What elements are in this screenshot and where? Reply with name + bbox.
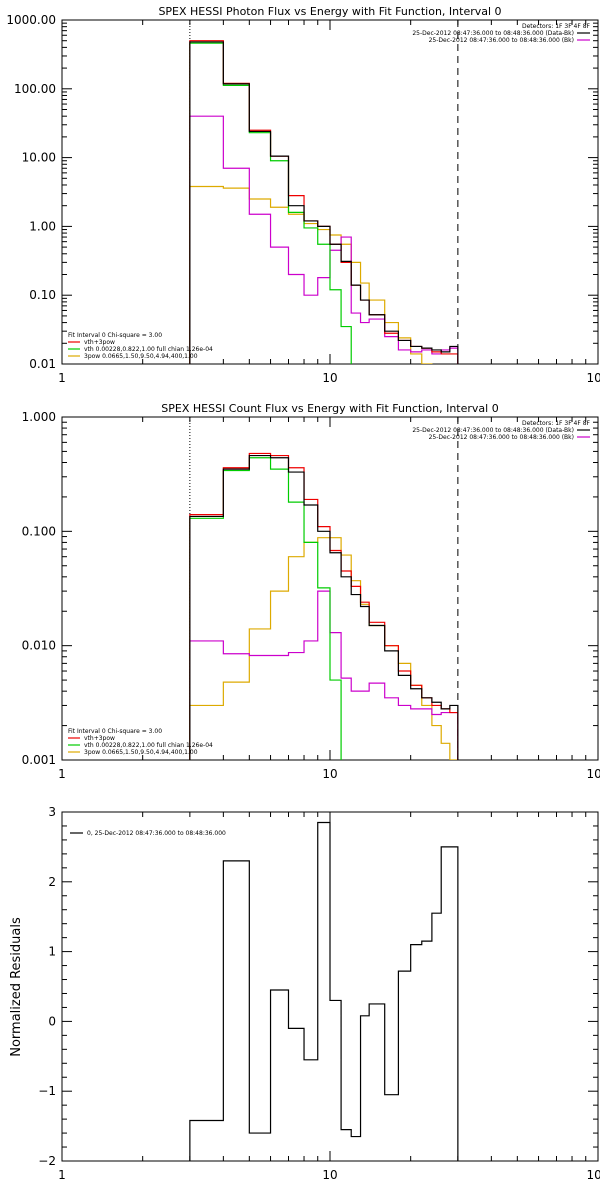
legend-entry-bottom: vth 0.00228,0.822,1.00 full chian 1.26e-… — [84, 346, 213, 353]
y-tick-label: 0.100 — [22, 524, 56, 538]
x-tick-label: 100 — [587, 1168, 600, 1182]
series-line — [189, 185, 433, 364]
legend-entry-residuals: 0, 25-Dec-2012 08:47:36.000 to 08:48:36.… — [87, 830, 226, 837]
legend-entry-bottom: 3pow 0.0665,1.50,9.50,4.94,400,1.00 — [84, 749, 198, 756]
x-tick-label: 100 — [587, 767, 600, 781]
series-line — [189, 41, 459, 364]
series-line — [189, 452, 459, 760]
x-tick-label: 10 — [322, 371, 337, 385]
x-tick-label: 1 — [58, 1168, 66, 1182]
series-line — [189, 115, 459, 364]
residuals-panel: Normalized Residuals 1 10 100 −2 −1 0 1 2 3 0, 25… — [9, 805, 600, 1182]
series-line — [189, 537, 459, 760]
legend-entry-bottom: vth+3pow — [84, 735, 115, 742]
y-tick-label: 0.01 — [29, 357, 56, 371]
count-flux-panel: SPEX HESSI Count Flux vs Energy with Fit… — [22, 402, 600, 781]
y-tick-label: 0.001 — [22, 753, 56, 767]
legend-entry-top: Detectors: 1F 3F 4F 8F — [522, 420, 591, 427]
x-tick-label: 100 — [587, 371, 600, 385]
series-line — [189, 821, 459, 1161]
photon-flux-title: SPEX HESSI Photon Flux vs Energy with Fi… — [158, 5, 501, 18]
y-tick-label: 0.10 — [29, 288, 56, 302]
series-line — [189, 590, 459, 760]
legend-entry-top: 25-Dec-2012 08:47:36.000 to 08:48:36.000… — [412, 30, 574, 37]
y-tick-label: −2 — [38, 1154, 56, 1168]
legend-entry-bottom: vth 0.00228,0.822,1.00 full chian 1.26e-… — [84, 742, 213, 749]
y-tick-label: −1 — [38, 1084, 56, 1098]
x-tick-label: 1 — [58, 371, 66, 385]
series-line — [189, 42, 352, 364]
legend-entry-top: 25-Dec-2012 08:47:36.000 to 08:48:36.000… — [412, 427, 574, 434]
legend-entry-bottom: vth+3pow — [84, 339, 115, 346]
legend-entry-bottom: 3pow 0.0665,1.50,9.50,4.94,400,1.00 — [84, 353, 198, 360]
series-line — [189, 457, 342, 760]
photon-flux-panel: SPEX HESSI Photon Flux vs Energy with Fi… — [6, 5, 600, 385]
count-flux-title: SPEX HESSI Count Flux vs Energy with Fit… — [161, 402, 498, 415]
legend-entry-top: 25-Dec-2012 08:47:36.000 to 08:48:36.000… — [429, 37, 574, 44]
y-tick-label: 2 — [48, 875, 56, 889]
y-tick-label: 1000.00 — [6, 13, 56, 27]
y-tick-label: 3 — [48, 805, 56, 819]
y-tick-label: 0.010 — [22, 639, 56, 653]
y-tick-label: 1 — [48, 945, 56, 959]
y-tick-label: 10.00 — [22, 151, 56, 165]
series-line — [189, 40, 459, 364]
y-tick-label: 1.000 — [22, 410, 56, 424]
x-tick-label: 10 — [322, 767, 337, 781]
legend-entry-top: Detectors: 1F 3F 4F 8F — [522, 23, 591, 30]
y-tick-label: 100.00 — [14, 82, 56, 96]
residuals-ylabel: Normalized Residuals — [9, 917, 24, 1057]
y-tick-label: 0 — [48, 1014, 56, 1028]
legend-entry-top: 25-Dec-2012 08:47:36.000 to 08:48:36.000… — [429, 434, 574, 441]
y-tick-label: 1.00 — [29, 219, 56, 233]
x-tick-label: 10 — [322, 1168, 337, 1182]
legend-entry-bottom: Fit Interval 0 Chi-square = 3.00 — [68, 728, 162, 735]
x-tick-label: 1 — [58, 767, 66, 781]
legend-entry-bottom: Fit Interval 0 Chi-square = 3.00 — [68, 332, 162, 339]
plot-frame — [61, 19, 599, 365]
series-line — [189, 454, 459, 760]
